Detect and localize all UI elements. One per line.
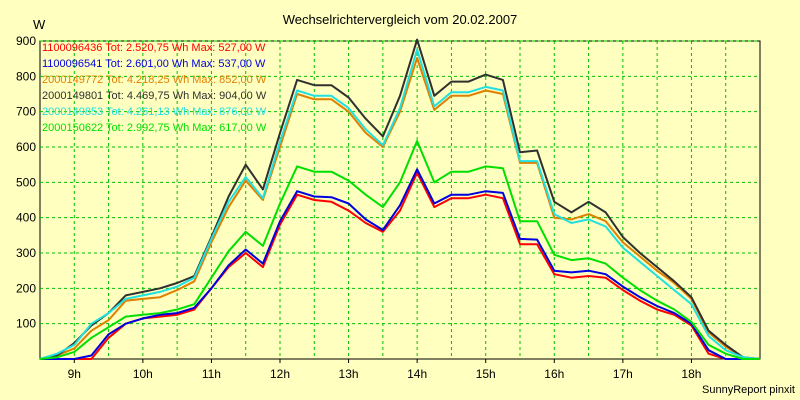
credit-text: SunnyReport pinxit [702, 384, 795, 396]
legend-entry-2000149772: 2000149772 Tot: 4.218,25 Wh Max: 852,00 … [42, 74, 267, 86]
x-tick-label: 12h [270, 367, 290, 381]
y-tick-label: 800 [16, 69, 36, 83]
series-line-2000149801 [39, 38, 761, 360]
legend-entry-1100096436: 1100096436 Tot: 2.520,75 Wh Max: 527,00 … [42, 42, 266, 54]
gridlines [40, 40, 760, 359]
legend-entry-1100096541: 1100096541 Tot: 2.601,00 Wh Max: 537,00 … [42, 58, 266, 70]
series-line-1100096541 [40, 168, 760, 360]
y-tick-label: 700 [16, 105, 36, 119]
axes: 100 200 300 400 500 600 700 800 900 9h 10h 11h 12h 13… [16, 34, 701, 381]
x-tick-label: 10h [133, 367, 153, 381]
x-tick-label: 17h [613, 367, 633, 381]
y-tick-label: 100 [16, 317, 36, 331]
series-line-2000149853 [39, 48, 761, 360]
legend: 1100096436 Tot: 2.520,75 Wh Max: 527,00 … [42, 42, 267, 134]
y-axis-unit: W [33, 17, 46, 32]
series-line-2000150622 [39, 140, 760, 360]
series-line-2000149772 [39, 57, 761, 360]
y-tick-label: 600 [16, 140, 36, 154]
x-tick-label: 16h [544, 367, 564, 381]
x-tick-label: 13h [339, 367, 359, 381]
series-line-1100096436 [40, 171, 760, 360]
y-tick-label: 900 [16, 34, 36, 48]
x-tick-label: 9h [68, 367, 81, 381]
plot-area-frame [39, 40, 761, 360]
legend-entry-2000150622: 2000150622 Tot: 2.992,75 Wh Max: 617,00 … [42, 122, 267, 134]
y-tick-label: 300 [16, 246, 36, 260]
x-tick-label: 11h [202, 367, 221, 381]
legend-entry-2000149853: 2000149853 Tot: 4.261,13 Wh Max: 876,00 … [42, 106, 267, 118]
x-tick-label: 14h [407, 367, 427, 381]
x-tick-label: 18h [681, 367, 701, 381]
y-tick-label: 200 [16, 281, 36, 295]
y-tick-label: 500 [16, 175, 36, 189]
legend-entry-2000149801: 2000149801 Tot: 4.469,75 Wh Max: 904,00 … [42, 90, 267, 102]
y-tick-label: 400 [16, 211, 36, 225]
series-lines [39, 38, 761, 360]
x-tick-label: 15h [476, 367, 496, 381]
chart-title: Wechselrichtervergleich vom 20.02.2007 [283, 12, 518, 27]
